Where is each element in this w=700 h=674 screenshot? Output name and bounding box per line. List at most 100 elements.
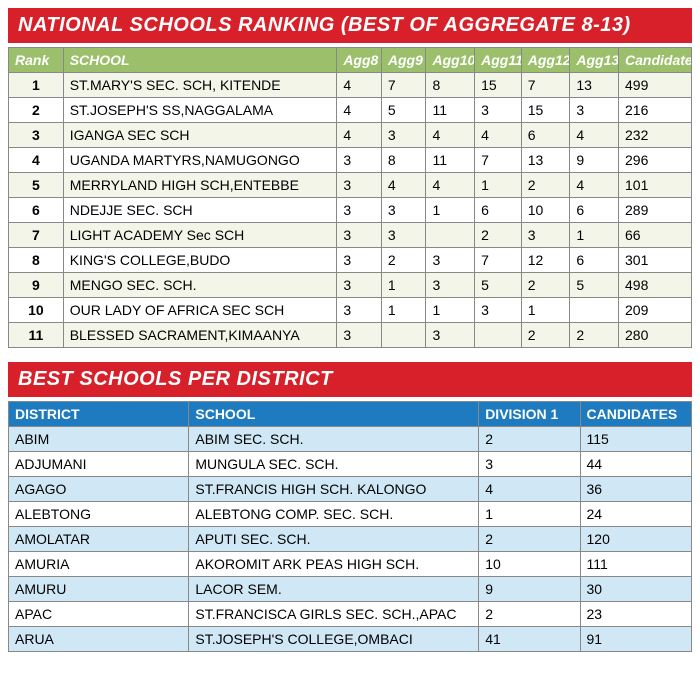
cell-agg13: 3 — [570, 98, 619, 123]
district-col-div1: DIVISION 1 — [479, 402, 580, 427]
cell-div1: 10 — [479, 552, 580, 577]
cell-cand: 101 — [619, 173, 692, 198]
table-row: ADJUMANIMUNGULA SEC. SCH.344 — [9, 452, 692, 477]
cell-district: AMURIA — [9, 552, 189, 577]
cell-agg11: 5 — [475, 273, 522, 298]
cell-agg13: 4 — [570, 123, 619, 148]
cell-agg12: 6 — [521, 123, 570, 148]
cell-rank: 2 — [9, 98, 64, 123]
cell-agg11: 6 — [475, 198, 522, 223]
table-row: 4UGANDA MARTYRS,NAMUGONGO38117139296 — [9, 148, 692, 173]
cell-rank: 10 — [9, 298, 64, 323]
table-row: ARUAST.JOSEPH'S COLLEGE,OMBACI4191 — [9, 627, 692, 652]
cell-school: UGANDA MARTYRS,NAMUGONGO — [63, 148, 337, 173]
cell-school: AKOROMIT ARK PEAS HIGH SCH. — [189, 552, 479, 577]
cell-agg12: 13 — [521, 148, 570, 173]
cell-agg10: 8 — [426, 73, 475, 98]
cell-agg10: 1 — [426, 198, 475, 223]
cell-agg10: 4 — [426, 173, 475, 198]
cell-rank: 3 — [9, 123, 64, 148]
table-row: 3IGANGA SEC SCH434464232 — [9, 123, 692, 148]
cell-school: APUTI SEC. SCH. — [189, 527, 479, 552]
table-row: ABIMABIM SEC. SCH.2115 — [9, 427, 692, 452]
cell-agg8: 3 — [337, 323, 382, 348]
cell-agg8: 3 — [337, 198, 382, 223]
cell-agg9: 1 — [381, 298, 426, 323]
cell-cand: 120 — [580, 527, 691, 552]
cell-cand: 115 — [580, 427, 691, 452]
national-col-agg13: Agg13 — [570, 48, 619, 73]
cell-school: ST.JOSEPH'S COLLEGE,OMBACI — [189, 627, 479, 652]
cell-cand: 499 — [619, 73, 692, 98]
cell-agg11: 3 — [475, 298, 522, 323]
national-ranking-banner: NATIONAL SCHOOLS RANKING (BEST OF AGGREG… — [8, 8, 692, 43]
cell-agg8: 4 — [337, 98, 382, 123]
cell-cand: 44 — [580, 452, 691, 477]
cell-school: OUR LADY OF AFRICA SEC SCH — [63, 298, 337, 323]
table-row: APACST.FRANCISCA GIRLS SEC. SCH.,APAC223 — [9, 602, 692, 627]
cell-agg13: 4 — [570, 173, 619, 198]
cell-school: LACOR SEM. — [189, 577, 479, 602]
cell-agg12: 10 — [521, 198, 570, 223]
cell-rank: 6 — [9, 198, 64, 223]
cell-cand: 24 — [580, 502, 691, 527]
table-row: 5MERRYLAND HIGH SCH,ENTEBBE344124101 — [9, 173, 692, 198]
cell-agg10: 1 — [426, 298, 475, 323]
cell-agg8: 3 — [337, 298, 382, 323]
cell-agg10: 11 — [426, 98, 475, 123]
table-row: ALEBTONGALEBTONG COMP. SEC. SCH.124 — [9, 502, 692, 527]
cell-agg10 — [426, 223, 475, 248]
cell-agg12: 2 — [521, 273, 570, 298]
cell-cand: 289 — [619, 198, 692, 223]
cell-agg9: 3 — [381, 223, 426, 248]
cell-agg9 — [381, 323, 426, 348]
cell-cand: 296 — [619, 148, 692, 173]
table-row: 7LIGHT ACADEMY Sec SCH3323166 — [9, 223, 692, 248]
cell-district: AMOLATAR — [9, 527, 189, 552]
table-row: AMOLATARAPUTI SEC. SCH.2120 — [9, 527, 692, 552]
cell-rank: 1 — [9, 73, 64, 98]
cell-district: ADJUMANI — [9, 452, 189, 477]
cell-agg13: 13 — [570, 73, 619, 98]
cell-cand: 498 — [619, 273, 692, 298]
table-row: AMURIAAKOROMIT ARK PEAS HIGH SCH.10111 — [9, 552, 692, 577]
cell-school: ALEBTONG COMP. SEC. SCH. — [189, 502, 479, 527]
cell-agg13: 6 — [570, 198, 619, 223]
cell-agg13 — [570, 298, 619, 323]
cell-cand: 91 — [580, 627, 691, 652]
cell-agg11: 3 — [475, 98, 522, 123]
cell-cand: 232 — [619, 123, 692, 148]
table-row: AGAGOST.FRANCIS HIGH SCH. KALONGO436 — [9, 477, 692, 502]
cell-agg8: 4 — [337, 73, 382, 98]
district-col-cand: CANDIDATES — [580, 402, 691, 427]
cell-agg11: 15 — [475, 73, 522, 98]
cell-agg8: 3 — [337, 223, 382, 248]
cell-agg11: 7 — [475, 248, 522, 273]
cell-agg9: 5 — [381, 98, 426, 123]
cell-div1: 4 — [479, 477, 580, 502]
district-banner: BEST SCHOOLS PER DISTRICT — [8, 362, 692, 397]
cell-agg11: 2 — [475, 223, 522, 248]
cell-school: LIGHT ACADEMY Sec SCH — [63, 223, 337, 248]
district-table-header-row: DISTRICTSCHOOLDIVISION 1CANDIDATES — [9, 402, 692, 427]
cell-cand: 301 — [619, 248, 692, 273]
national-col-agg11: Agg11 — [475, 48, 522, 73]
cell-agg12: 1 — [521, 298, 570, 323]
cell-div1: 1 — [479, 502, 580, 527]
cell-cand: 23 — [580, 602, 691, 627]
cell-agg9: 3 — [381, 123, 426, 148]
cell-agg11: 7 — [475, 148, 522, 173]
cell-agg13: 1 — [570, 223, 619, 248]
cell-agg12: 7 — [521, 73, 570, 98]
cell-school: ABIM SEC. SCH. — [189, 427, 479, 452]
cell-school: ST.MARY'S SEC. SCH, KITENDE — [63, 73, 337, 98]
national-col-agg10: Agg10 — [426, 48, 475, 73]
cell-district: ARUA — [9, 627, 189, 652]
national-table-header-row: RankSCHOOLAgg8Agg9Agg10Agg11Agg12Agg13Ca… — [9, 48, 692, 73]
table-row: 9MENGO SEC. SCH.313525498 — [9, 273, 692, 298]
cell-agg8: 3 — [337, 273, 382, 298]
cell-school: ST.JOSEPH'S SS,NAGGALAMA — [63, 98, 337, 123]
cell-school: NDEJJE SEC. SCH — [63, 198, 337, 223]
cell-school: ST.FRANCISCA GIRLS SEC. SCH.,APAC — [189, 602, 479, 627]
table-row: 10OUR LADY OF AFRICA SEC SCH31131209 — [9, 298, 692, 323]
